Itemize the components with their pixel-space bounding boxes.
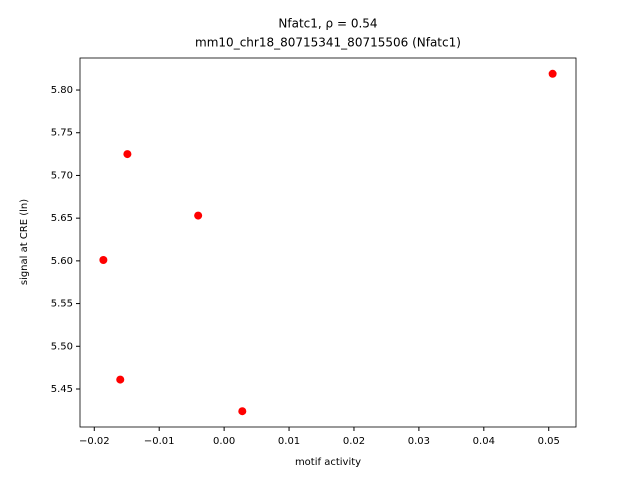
chart-subtitle: mm10_chr18_80715341_80715506 (Nfatc1): [195, 36, 461, 50]
y-tick-label: 5.80: [51, 85, 73, 96]
y-axis-label: signal at CRE (ln): [19, 199, 30, 285]
y-tick-label: 5.50: [51, 341, 73, 352]
chart-title: Nfatc1, ρ = 0.54: [278, 17, 377, 31]
x-tick-label: 0.05: [538, 436, 560, 447]
y-tick-label: 5.60: [51, 256, 73, 267]
y-tick-label: 5.55: [51, 299, 73, 310]
point: [99, 256, 108, 265]
x-tick-label: 0.03: [408, 436, 430, 447]
x-axis-label: motif activity: [295, 457, 361, 468]
y-tick-label: 5.70: [51, 170, 73, 181]
y-tick-label: 5.75: [51, 128, 73, 139]
point: [548, 69, 557, 78]
x-tick-label: 0.02: [343, 436, 365, 447]
x-tick-label: 0.04: [473, 436, 495, 447]
x-tick-label: −0.01: [144, 436, 175, 447]
x-tick-label: 0.00: [213, 436, 235, 447]
point: [238, 407, 247, 416]
axes-frame: [79, 57, 577, 428]
point: [194, 211, 203, 220]
point: [116, 375, 125, 384]
x-tick-label: −0.02: [79, 436, 110, 447]
point: [123, 150, 132, 159]
x-tick-label: 0.01: [278, 436, 300, 447]
y-tick-label: 5.65: [51, 213, 73, 224]
y-tick-label: 5.45: [51, 384, 73, 395]
